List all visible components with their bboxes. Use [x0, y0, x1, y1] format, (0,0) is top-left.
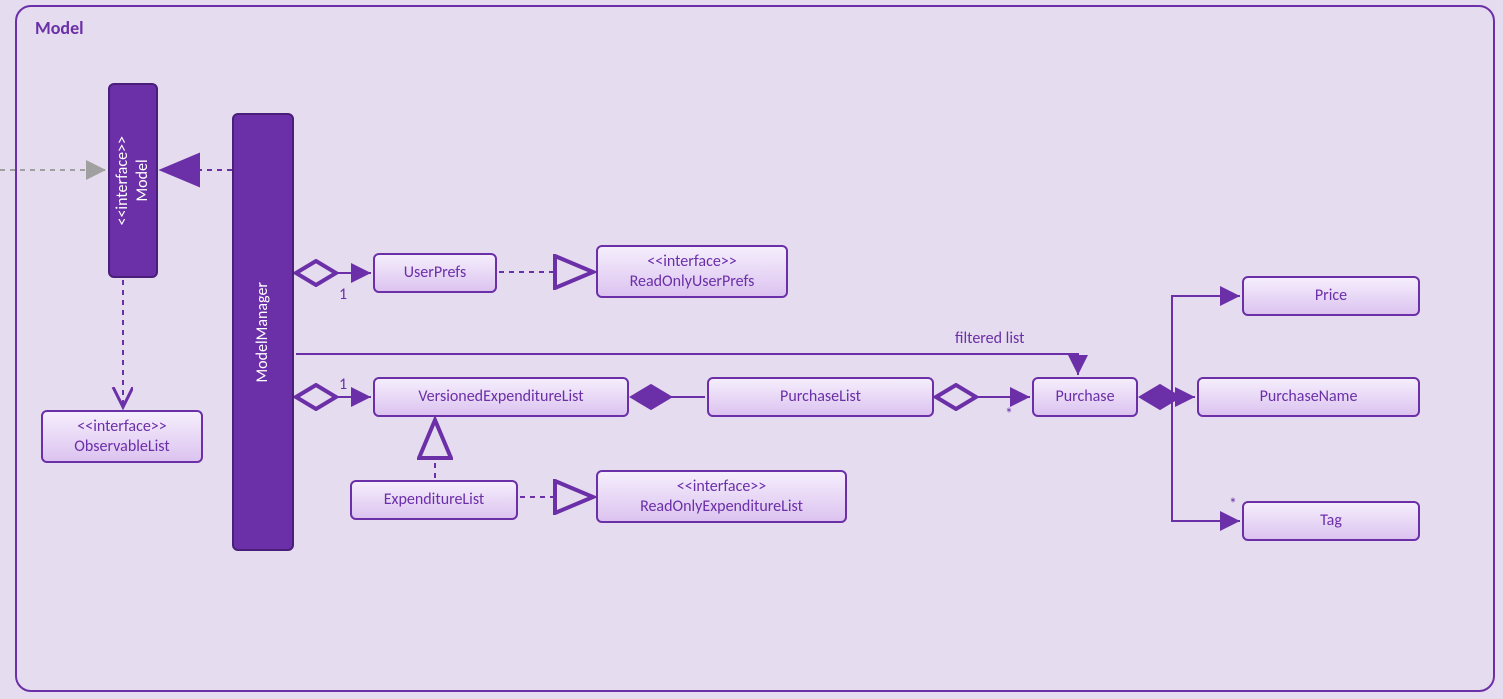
node-purchase: Purchase — [1032, 377, 1138, 417]
node-user-prefs: UserPrefs — [373, 253, 497, 293]
package-title: Model — [35, 17, 84, 39]
observable-stereo: <<interface>> — [77, 417, 167, 437]
node-model-manager: ModelManager — [232, 113, 294, 551]
label-one-a: 1 — [339, 285, 347, 304]
versioned-name: VersionedExpenditureList — [418, 387, 583, 407]
user-prefs-name: UserPrefs — [404, 263, 466, 283]
node-price: Price — [1242, 276, 1420, 316]
ro-exp-name: ReadOnlyExpenditureList — [640, 497, 803, 517]
node-purchase-list: PurchaseList — [707, 377, 934, 417]
node-versioned-expenditure-list: VersionedExpenditureList — [373, 377, 629, 417]
node-purchase-name: PurchaseName — [1197, 377, 1420, 417]
label-filtered-list: filtered list — [955, 329, 1024, 348]
label-star-a: * — [1005, 405, 1013, 424]
label-star-b: * — [1229, 495, 1237, 514]
ro-exp-stereo: <<interface>> — [677, 477, 767, 497]
purchase-name: Purchase — [1055, 387, 1114, 407]
model-stereo: <<interface>> — [113, 136, 132, 226]
node-readonly-user-prefs: <<interface>> ReadOnlyUserPrefs — [596, 245, 788, 298]
model-manager-name: ModelManager — [253, 282, 273, 383]
node-model-interface: <<interface>> Model — [108, 83, 158, 278]
ro-user-prefs-stereo: <<interface>> — [647, 252, 737, 272]
exp-list-name: ExpenditureList — [384, 490, 485, 510]
purchasename-name: PurchaseName — [1260, 387, 1358, 407]
label-one-b: 1 — [339, 375, 347, 394]
tag-name: Tag — [1320, 511, 1342, 531]
observable-name: ObservableList — [74, 437, 169, 457]
ro-user-prefs-name: ReadOnlyUserPrefs — [630, 272, 755, 292]
purchase-list-name: PurchaseList — [780, 387, 861, 407]
price-name: Price — [1315, 286, 1347, 306]
model-name: Model — [133, 159, 152, 201]
node-tag: Tag — [1242, 501, 1420, 541]
node-observable-list: <<interface>> ObservableList — [41, 410, 203, 463]
node-expenditure-list: ExpenditureList — [350, 480, 518, 520]
node-readonly-expenditure-list: <<interface>> ReadOnlyExpenditureList — [596, 470, 847, 523]
